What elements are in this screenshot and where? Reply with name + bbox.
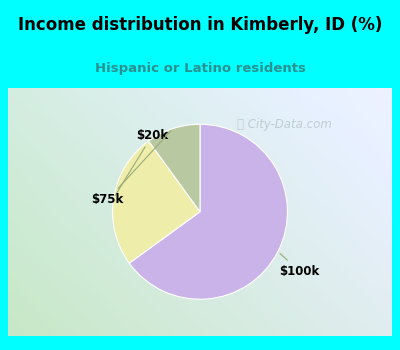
Wedge shape	[112, 141, 200, 263]
Text: Income distribution in Kimberly, ID (%): Income distribution in Kimberly, ID (%)	[18, 16, 382, 34]
Text: $20k: $20k	[115, 129, 168, 196]
Text: Hispanic or Latino residents: Hispanic or Latino residents	[94, 62, 306, 75]
Text: $100k: $100k	[279, 253, 320, 278]
Wedge shape	[148, 124, 200, 212]
Wedge shape	[129, 124, 288, 299]
Text: ⓘ City-Data.com: ⓘ City-Data.com	[237, 118, 332, 131]
Text: $75k: $75k	[92, 131, 171, 206]
